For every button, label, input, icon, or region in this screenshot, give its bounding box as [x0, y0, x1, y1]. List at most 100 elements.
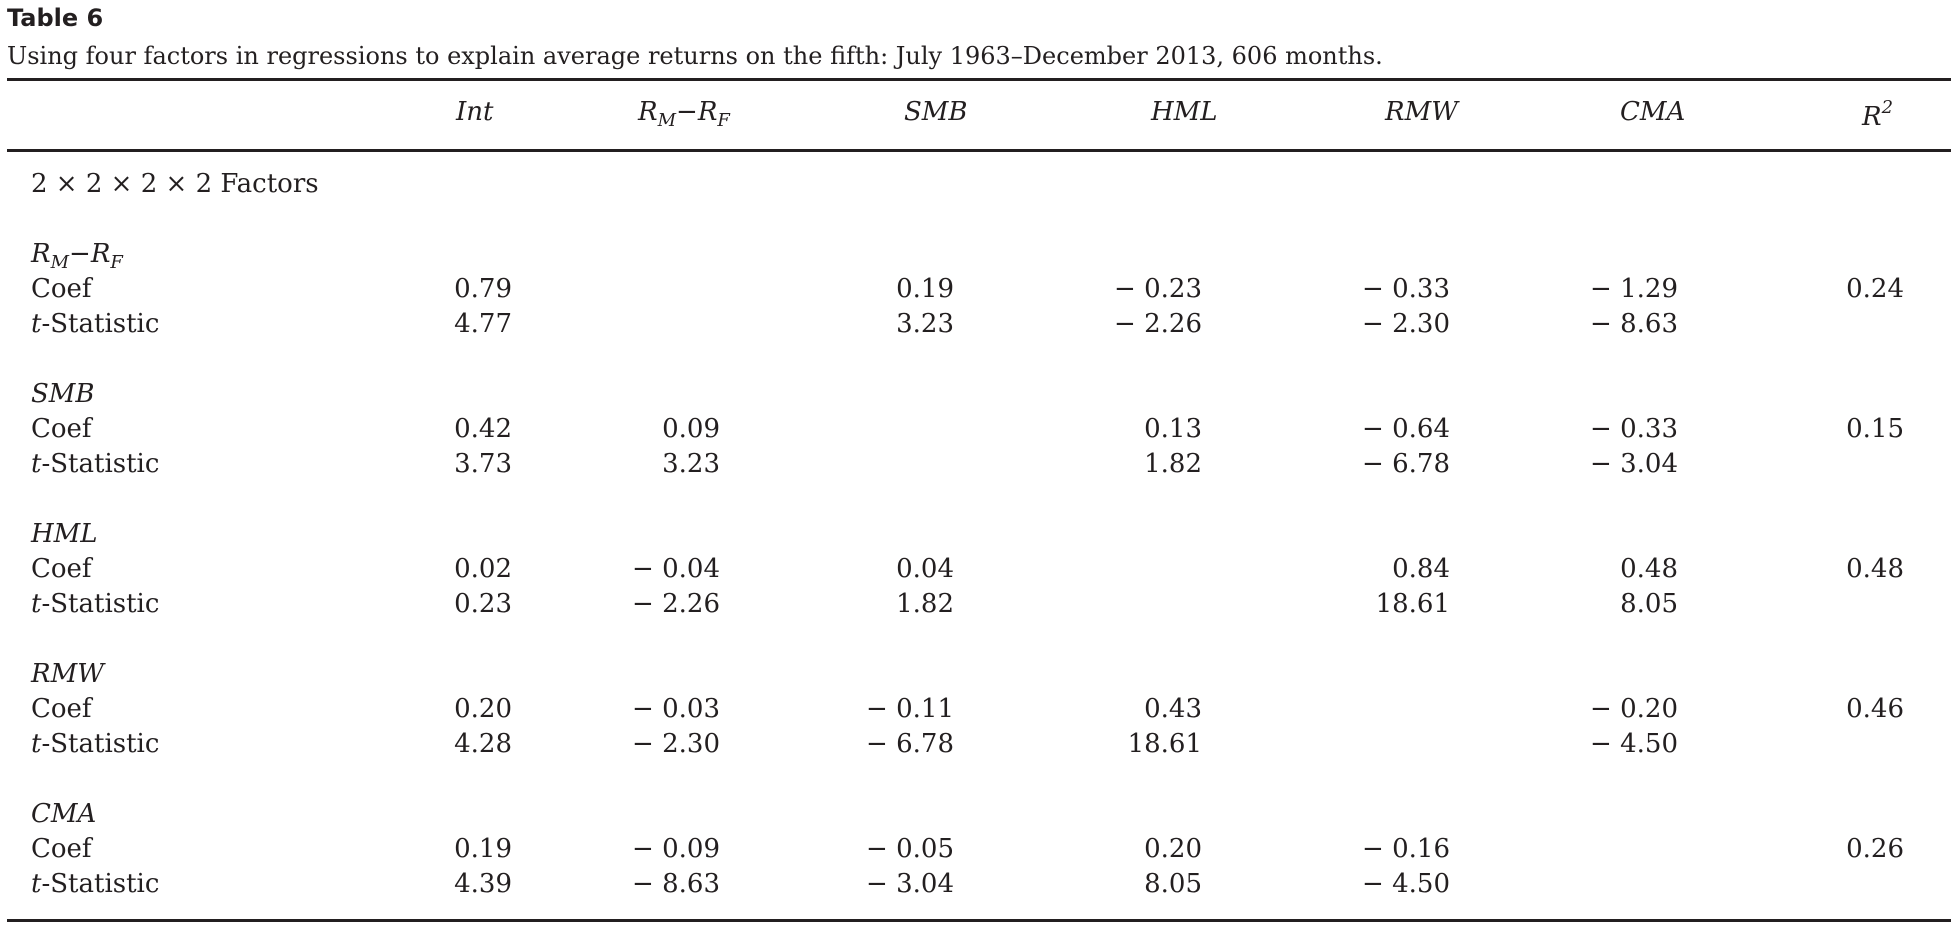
t-statistic-prefix: t	[31, 449, 42, 479]
coef-cell-cma: 0.48	[1620, 554, 1678, 584]
tstat-cell-cma: − 4.50	[1590, 729, 1678, 759]
tstat-cell-smb: 3.23	[896, 309, 954, 339]
col-header-r2-main: R	[1862, 102, 1882, 132]
coef-cell-int: 0.19	[454, 834, 512, 864]
tstat-cell-rmw: 18.61	[1375, 589, 1450, 619]
tstat-cell-int: 4.28	[454, 729, 512, 759]
t-statistic-prefix: t	[31, 869, 42, 899]
col-header-rm-rf-main2: R	[697, 97, 718, 127]
t-statistic-label: t-Statistic	[31, 729, 159, 759]
table-caption: Using four factors in regressions to exp…	[7, 42, 1383, 70]
coef-cell-hml: − 0.23	[1114, 274, 1202, 304]
col-header-rm-rf-sub2: F	[717, 110, 730, 131]
coef-cell-rmw: 0.84	[1392, 554, 1450, 584]
tstat-cell-rm-rf: 3.23	[662, 449, 720, 479]
coef-cell-smb: 0.04	[896, 554, 954, 584]
tstat-cell-cma: − 8.63	[1590, 309, 1678, 339]
coef-cell-int: 0.20	[454, 694, 512, 724]
col-header-r2: R2	[1862, 97, 1893, 132]
coef-label: Coef	[31, 414, 92, 444]
tstat-cell-smb: 1.82	[896, 589, 954, 619]
bottom-rule	[7, 919, 1951, 922]
tstat-cell-hml: 8.05	[1144, 869, 1202, 899]
coef-cell-r2: 0.15	[1846, 414, 1904, 444]
block-title-sub2: F	[110, 252, 123, 273]
coef-cell-int: 0.02	[454, 554, 512, 584]
coef-cell-cma: − 1.29	[1590, 274, 1678, 304]
col-header-hml: HML	[1151, 97, 1218, 127]
coef-cell-smb: 0.19	[896, 274, 954, 304]
col-header-rmw: RMW	[1385, 97, 1458, 127]
tstat-cell-rmw: − 2.30	[1362, 309, 1450, 339]
coef-cell-rm-rf: 0.09	[662, 414, 720, 444]
coef-cell-hml: 0.20	[1144, 834, 1202, 864]
coef-cell-cma: − 0.33	[1590, 414, 1678, 444]
coef-cell-rm-rf: − 0.09	[632, 834, 720, 864]
block-title: SMB	[31, 379, 95, 409]
t-statistic-suffix: -Statistic	[41, 729, 160, 759]
block-title: RM−RF	[31, 239, 123, 273]
coef-cell-smb: − 0.05	[866, 834, 954, 864]
coef-cell-smb: − 0.11	[866, 694, 954, 724]
coef-cell-r2: 0.48	[1846, 554, 1904, 584]
block-title-minus: −	[69, 239, 91, 269]
coef-cell-rmw: − 0.33	[1362, 274, 1450, 304]
col-header-r2-sup: 2	[1881, 97, 1894, 118]
col-header-rm-rf: RM−RF	[638, 97, 730, 131]
t-statistic-prefix: t	[31, 729, 42, 759]
t-statistic-prefix: t	[31, 309, 42, 339]
table-label: Table 6	[7, 4, 104, 32]
coef-cell-cma: − 0.20	[1590, 694, 1678, 724]
block-title: HML	[31, 519, 98, 549]
coef-cell-int: 0.79	[454, 274, 512, 304]
coef-cell-rm-rf: − 0.04	[632, 554, 720, 584]
t-statistic-suffix: -Statistic	[41, 869, 160, 899]
header-rule	[7, 149, 1951, 152]
col-header-smb: SMB	[904, 97, 968, 127]
block-title: RMW	[31, 659, 104, 689]
coef-cell-hml: 0.43	[1144, 694, 1202, 724]
coef-label: Coef	[31, 834, 92, 864]
tstat-cell-int: 0.23	[454, 589, 512, 619]
coef-cell-r2: 0.24	[1846, 274, 1904, 304]
t-statistic-label: t-Statistic	[31, 589, 159, 619]
coef-cell-rmw: − 0.64	[1362, 414, 1450, 444]
tstat-cell-int: 4.77	[454, 309, 512, 339]
col-header-rm-rf-sub1: M	[657, 110, 677, 131]
coef-cell-int: 0.42	[454, 414, 512, 444]
col-header-cma: CMA	[1620, 97, 1686, 127]
tstat-cell-rmw: − 6.78	[1362, 449, 1450, 479]
block-title: CMA	[31, 799, 97, 829]
block-title-sub1: M	[50, 252, 70, 273]
t-statistic-suffix: -Statistic	[41, 449, 160, 479]
tstat-cell-int: 4.39	[454, 869, 512, 899]
tstat-cell-hml: 1.82	[1144, 449, 1202, 479]
tstat-cell-rm-rf: − 2.30	[632, 729, 720, 759]
col-header-rm-rf-minus: −	[676, 97, 698, 127]
tstat-cell-rm-rf: − 8.63	[632, 869, 720, 899]
block-title-main: R	[31, 239, 51, 269]
tstat-cell-hml: 18.61	[1127, 729, 1202, 759]
coef-cell-r2: 0.26	[1846, 834, 1904, 864]
coef-cell-rm-rf: − 0.03	[632, 694, 720, 724]
tstat-cell-hml: − 2.26	[1114, 309, 1202, 339]
section-title: 2 × 2 × 2 × 2 Factors	[31, 169, 319, 199]
coef-cell-r2: 0.46	[1846, 694, 1904, 724]
coef-cell-hml: 0.13	[1144, 414, 1202, 444]
tstat-cell-rm-rf: − 2.26	[632, 589, 720, 619]
coef-label: Coef	[31, 554, 92, 584]
coef-cell-rmw: − 0.16	[1362, 834, 1450, 864]
t-statistic-label: t-Statistic	[31, 449, 159, 479]
t-statistic-label: t-Statistic	[31, 309, 159, 339]
t-statistic-suffix: -Statistic	[41, 589, 160, 619]
block-title-rest: R	[90, 239, 111, 269]
t-statistic-prefix: t	[31, 589, 42, 619]
tstat-cell-smb: − 6.78	[866, 729, 954, 759]
coef-label: Coef	[31, 274, 92, 304]
t-statistic-suffix: -Statistic	[41, 309, 160, 339]
tstat-cell-smb: − 3.04	[866, 869, 954, 899]
top-rule	[7, 78, 1951, 81]
tstat-cell-int: 3.73	[454, 449, 512, 479]
coef-label: Coef	[31, 694, 92, 724]
